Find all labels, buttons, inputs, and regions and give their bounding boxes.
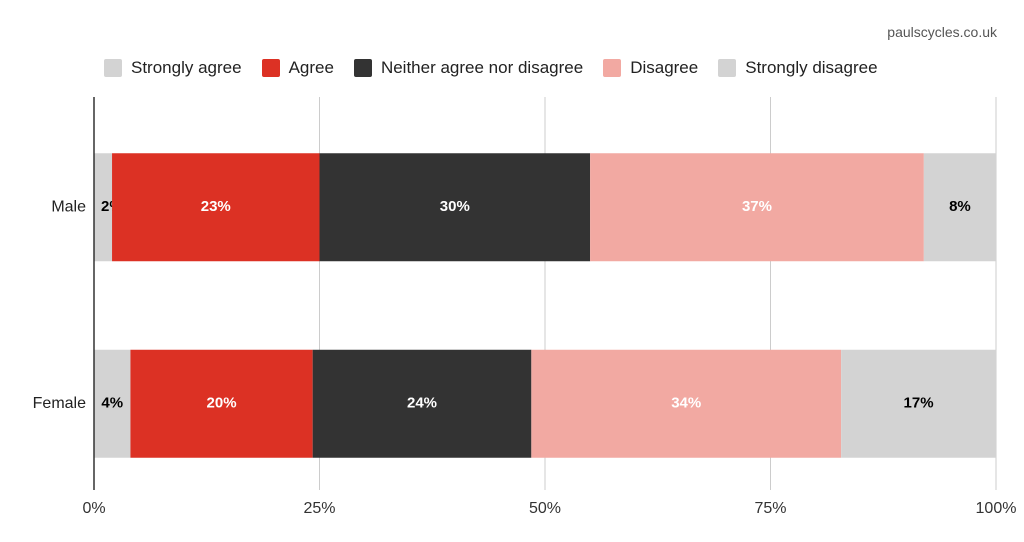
legend-item-neither-agree-nor-disagree: Neither agree nor disagree: [353, 58, 584, 78]
bar-male-strongly-disagree: [923, 153, 996, 262]
legend-label: Disagree: [630, 58, 699, 77]
x-tick-label: 25%: [303, 500, 335, 517]
legend-item-agree: Agree: [261, 58, 334, 78]
data-label: 34%: [671, 395, 701, 412]
y-category-label: Female: [33, 395, 86, 412]
legend-label: Strongly agree: [131, 58, 242, 77]
bar-female-neither-agree-nor-disagree: [312, 349, 532, 458]
legend-label: Neither agree nor disagree: [380, 58, 584, 77]
x-tick-label: 100%: [976, 500, 1017, 517]
data-label: 37%: [742, 198, 772, 215]
bar-male-strongly-agree: [94, 153, 113, 262]
legend-swatch: [718, 59, 737, 77]
data-label: 17%: [904, 395, 934, 412]
bar-female-strongly-agree: [94, 349, 131, 458]
data-label: 23%: [201, 198, 231, 215]
bar-male-agree: [112, 153, 320, 262]
data-label: 4%: [101, 395, 123, 412]
legend-label: Strongly disagree: [745, 58, 878, 77]
legend-swatch: [104, 59, 122, 77]
x-tick-label: 0%: [82, 500, 105, 517]
bar-female-strongly-disagree: [841, 349, 996, 458]
credit-text: paulscycles.co.uk: [887, 24, 997, 40]
legend-swatch: [603, 59, 622, 77]
legend-item-disagree: Disagree: [603, 58, 698, 78]
y-category-label: Male: [51, 198, 86, 215]
bar-male-neither-agree-nor-disagree: [319, 153, 591, 262]
bar-female-agree: [130, 349, 313, 458]
bar-male-disagree: [590, 153, 924, 262]
legend-item-strongly-disagree: Strongly disagree: [718, 58, 878, 78]
bar-female-disagree: [531, 349, 842, 458]
data-label: 24%: [407, 395, 437, 412]
legend-item-strongly-agree: Strongly agree: [104, 58, 242, 78]
x-tick-label: 50%: [529, 500, 561, 517]
data-label: 20%: [207, 395, 237, 412]
legend-swatch: [261, 59, 280, 77]
chart-legend: Strongly agree Agree Neither agree nor dis…: [104, 58, 898, 78]
data-label: 30%: [440, 198, 470, 215]
x-tick-label: 75%: [754, 500, 786, 517]
data-label: 8%: [949, 198, 971, 215]
legend-swatch: [353, 59, 372, 77]
legend-label: Agree: [288, 58, 334, 77]
